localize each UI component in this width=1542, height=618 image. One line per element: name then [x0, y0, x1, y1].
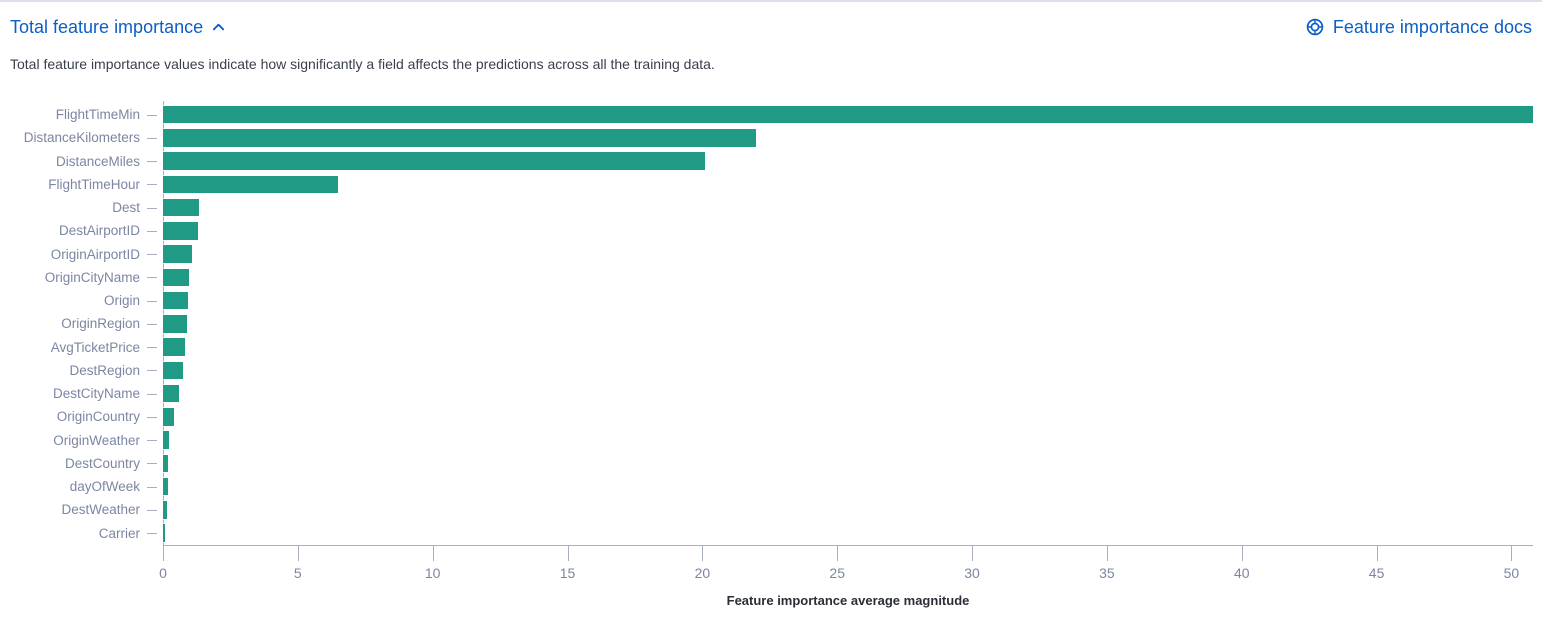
y-axis-tick: [147, 138, 157, 139]
bar-DistanceKilometers[interactable]: [163, 129, 757, 147]
y-axis-label: DestCityName: [52, 386, 140, 401]
y-axis-label: DestAirportID: [58, 223, 140, 239]
x-axis-tick-label: 15: [559, 565, 576, 581]
x-axis-tick-label: 10: [424, 565, 441, 581]
chevron-up-icon: [211, 20, 226, 35]
y-axis-tick: [147, 440, 157, 441]
x-axis-tick: [837, 545, 839, 561]
x-axis-tick: [1106, 545, 1108, 561]
y-axis-tick: [147, 487, 157, 488]
bar-Origin[interactable]: [163, 291, 189, 310]
y-axis-label: dayOfWeek: [69, 479, 140, 494]
y-axis-label: DestWeather: [61, 502, 140, 518]
y-axis-label: Origin: [103, 293, 140, 308]
y-axis-label: OriginRegion: [61, 316, 140, 332]
x-axis-tick-label: 50: [1503, 565, 1520, 581]
y-axis-label: Dest: [112, 200, 140, 215]
bar-DestCityName[interactable]: [163, 384, 180, 403]
bar-DestWeather[interactable]: [163, 501, 168, 519]
x-axis-tick: [163, 545, 164, 561]
x-axis-tick-label: 5: [293, 565, 302, 581]
x-axis-tick-label: 30: [964, 565, 980, 581]
total-feature-importance-toggle[interactable]: Total feature importance: [10, 15, 226, 39]
bar-Dest[interactable]: [163, 198, 199, 217]
feature-importance-docs-link[interactable]: Feature importance docs: [1305, 15, 1532, 39]
bar-dayOfWeek[interactable]: [163, 477, 168, 496]
x-axis-tick: [1511, 545, 1513, 561]
bar-OriginCountry[interactable]: [163, 408, 175, 426]
x-axis-tick-label: 0: [159, 565, 167, 581]
y-axis-tick: [147, 510, 157, 511]
y-axis-tick: [147, 533, 157, 534]
y-axis-label: DistanceKilometers: [23, 130, 140, 146]
x-axis-tick-label: 40: [1233, 565, 1250, 581]
y-axis-tick: [147, 463, 157, 464]
section-title: Total feature importance: [10, 17, 204, 37]
y-axis-label: OriginCountry: [56, 409, 140, 425]
x-axis-tick-label: 35: [1099, 565, 1115, 581]
y-axis-tick: [147, 277, 157, 278]
bar-OriginWeather[interactable]: [163, 431, 169, 449]
bar-FlightTimeMin[interactable]: [163, 105, 1533, 124]
x-axis-tick: [1376, 545, 1378, 561]
bar-DestRegion[interactable]: [163, 361, 183, 380]
x-axis-tick: [972, 545, 974, 561]
y-axis-tick: [147, 417, 157, 418]
bar-OriginAirportID[interactable]: [163, 245, 192, 263]
x-axis-tick: [297, 545, 299, 561]
y-axis-tick: [147, 254, 157, 255]
y-axis-tick: [147, 370, 157, 371]
x-axis-line: [163, 545, 1533, 546]
x-axis-tick-label: 45: [1368, 565, 1385, 581]
bar-AvgTicketPrice[interactable]: [163, 338, 186, 356]
bar-Carrier[interactable]: [163, 524, 165, 542]
bar-OriginCityName[interactable]: [163, 268, 189, 287]
y-axis-label: OriginWeather: [53, 432, 140, 448]
y-axis-label: OriginAirportID: [50, 246, 140, 262]
y-axis-tick: [147, 231, 157, 232]
y-axis-tick: [147, 115, 157, 116]
y-axis-label: DistanceMiles: [55, 153, 140, 169]
y-axis-tick: [147, 208, 157, 209]
y-axis-tick: [147, 161, 157, 162]
x-axis-tick: [1241, 545, 1243, 561]
bar-DistanceMiles[interactable]: [163, 152, 706, 170]
y-axis-label: Carrier: [98, 525, 140, 541]
y-axis-label: OriginCityName: [44, 269, 140, 285]
y-axis-label: FlightTimeHour: [48, 176, 140, 192]
x-axis-tick-label: 25: [829, 565, 845, 581]
y-axis-tick: [147, 394, 157, 395]
help-life-ring-icon: [1305, 17, 1325, 37]
bar-OriginRegion[interactable]: [163, 315, 187, 333]
x-axis-tick-label: 20: [694, 565, 711, 581]
x-axis-tick: [702, 545, 704, 561]
y-axis-label: AvgTicketPrice: [50, 339, 140, 355]
bar-FlightTimeHour[interactable]: [163, 175, 339, 194]
x-axis-tick: [432, 545, 434, 561]
section-description: Total feature importance values indicate…: [10, 56, 715, 72]
x-axis-title: Feature importance average magnitude: [726, 593, 970, 608]
x-axis-tick: [567, 545, 569, 561]
y-axis-label: FlightTimeMin: [55, 107, 140, 122]
y-axis-tick: [147, 324, 157, 325]
y-axis-tick: [147, 347, 157, 348]
y-axis-tick: [147, 301, 157, 302]
bar-DestAirportID[interactable]: [163, 222, 199, 240]
bar-DestCountry[interactable]: [163, 454, 169, 473]
y-axis-tick: [147, 184, 157, 185]
y-axis-label: DestCountry: [64, 455, 140, 471]
y-axis-label: DestRegion: [69, 362, 140, 378]
docs-link-label: Feature importance docs: [1332, 17, 1532, 37]
